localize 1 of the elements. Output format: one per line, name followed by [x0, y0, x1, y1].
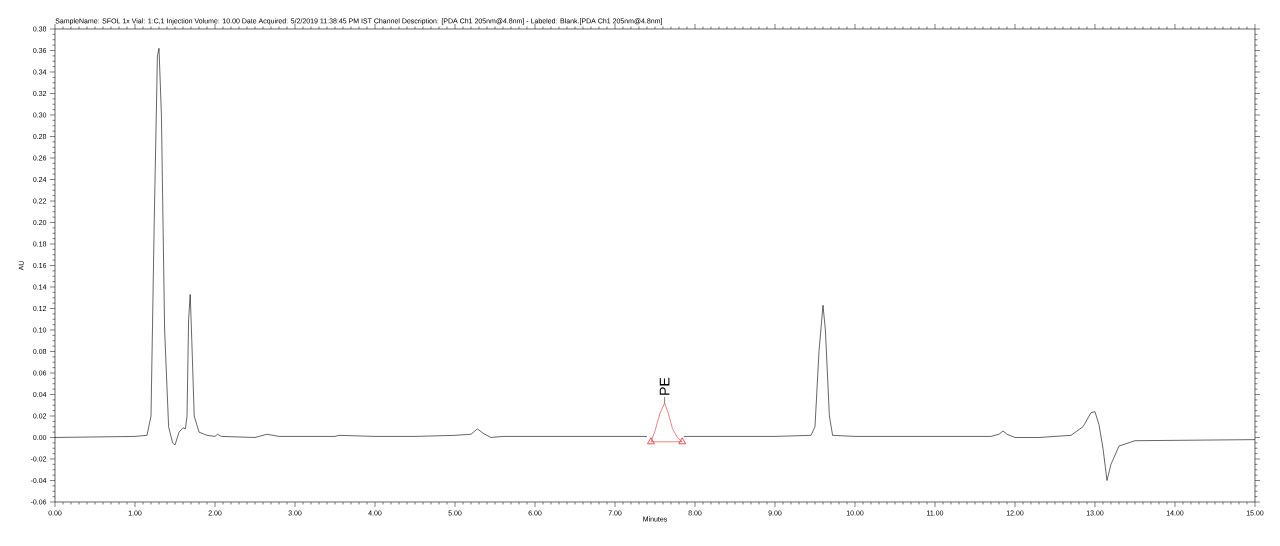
- annotation: PE: [659, 377, 670, 395]
